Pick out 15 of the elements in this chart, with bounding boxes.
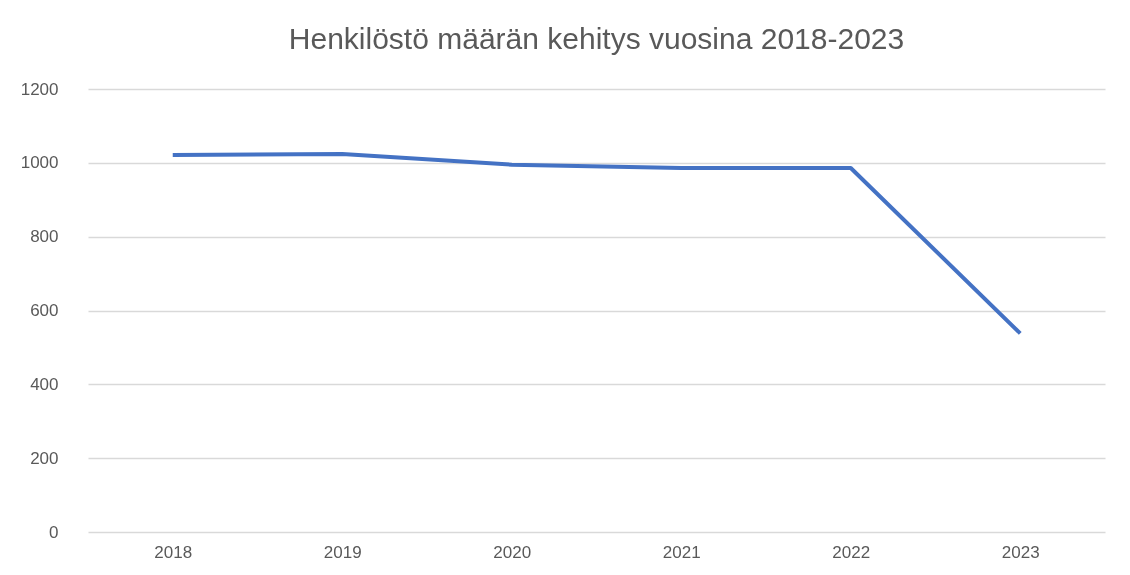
y-tick-label: 400 [30,374,59,394]
x-tick-label: 2023 [1001,542,1040,562]
y-tick-label: 800 [30,227,59,247]
y-tick-label: 1000 [20,153,59,173]
x-tick-label: 2022 [832,542,871,562]
chart-title: Henkilöstö määrän kehitys vuosina 2018-2023 [288,22,905,55]
line-series [170,151,1023,336]
y-tick-label: 1200 [20,79,59,99]
y-tick-label: 200 [30,448,59,468]
x-tick-label: 2020 [493,542,532,562]
y-tick-label: 600 [30,301,59,320]
x-tick-label: 2021 [662,542,701,562]
y-tick-label: 0 [49,522,59,542]
x-tick-label: 2019 [323,542,362,562]
x-tick-label: 2018 [154,542,193,562]
